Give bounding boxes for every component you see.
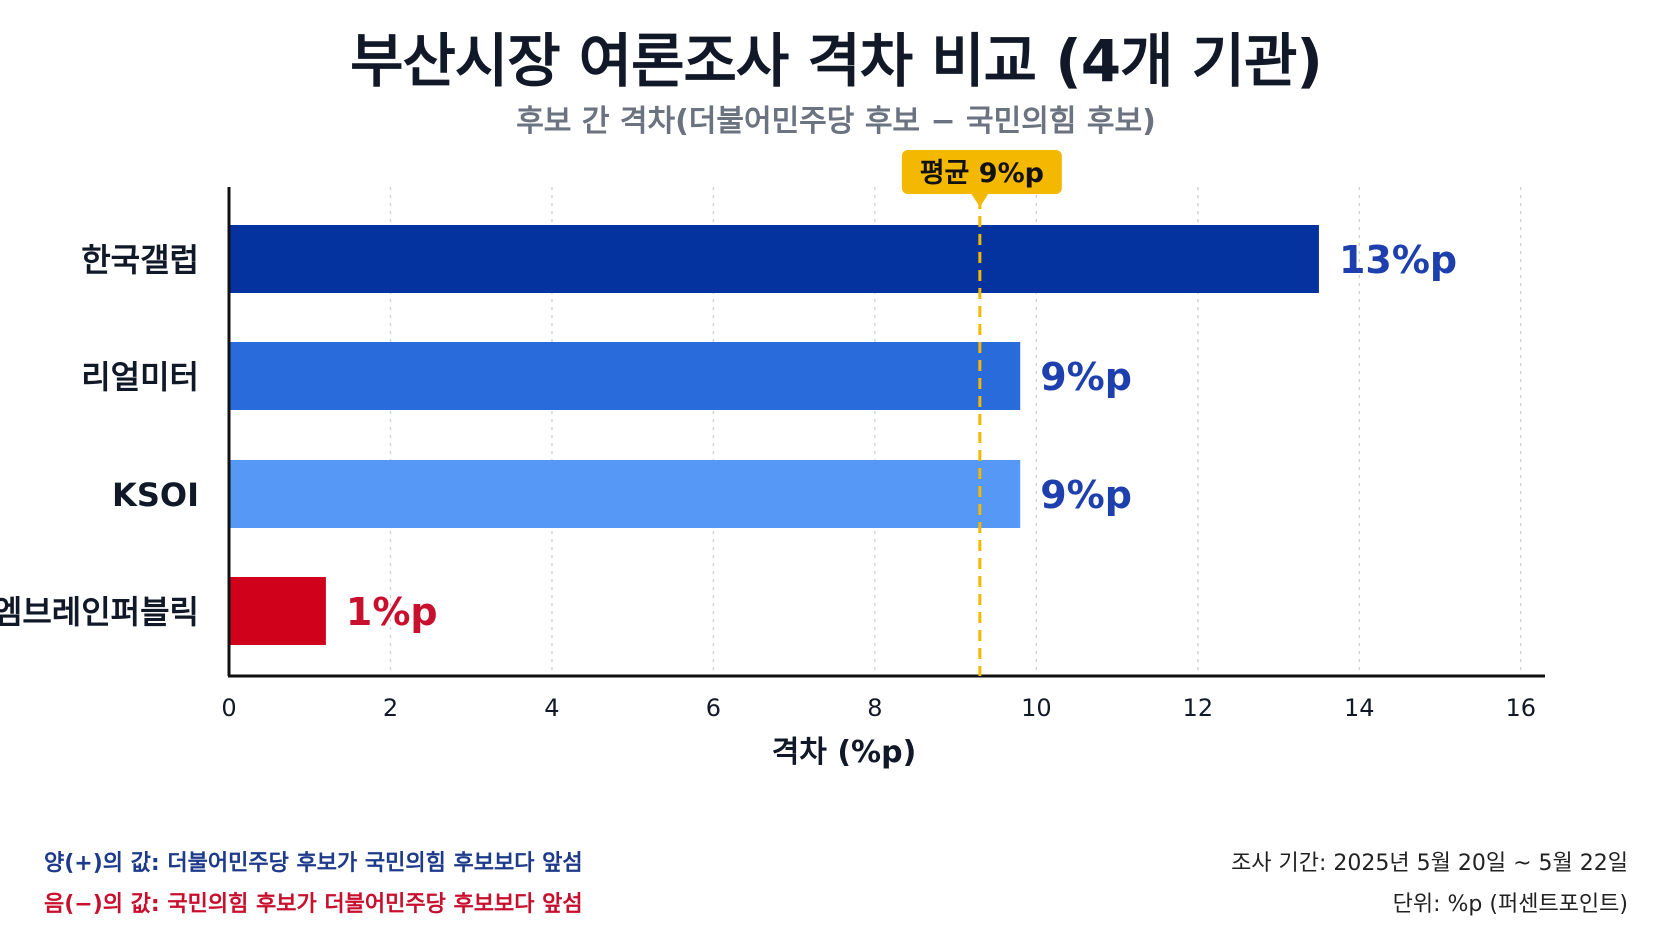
category-label: KSOI bbox=[112, 476, 199, 514]
x-tick-label: 10 bbox=[1021, 694, 1052, 722]
bar bbox=[229, 342, 1021, 410]
average-label: 평균 9%p bbox=[920, 158, 1044, 189]
bars: 13%p 9%p 9%p 1%p bbox=[229, 225, 1457, 645]
x-tick-label: 0 bbox=[221, 694, 236, 722]
positive-value-note: 양(+)의 값: 더불어민주당 후보가 국민의힘 후보보다 앞섬 bbox=[44, 851, 583, 876]
bar bbox=[229, 225, 1319, 293]
x-tick-label: 2 bbox=[383, 694, 398, 722]
average-badge bbox=[901, 150, 1062, 194]
category-label: 리얼미터 bbox=[81, 358, 199, 396]
bar bbox=[229, 577, 326, 645]
page-subtitle: 후보 간 격차(더불어민주당 후보 − 국민의힘 후보) bbox=[516, 104, 1156, 139]
x-tick-label: 16 bbox=[1506, 694, 1537, 722]
average-marker: 평균 9%p bbox=[901, 150, 1062, 676]
average-badge-pointer bbox=[970, 193, 989, 207]
page-title: 부산시장 여론조사 격차 비교 (4개 기관) bbox=[350, 27, 1323, 95]
value-label: 9%p bbox=[1040, 473, 1132, 517]
x-tick-label: 8 bbox=[867, 694, 882, 722]
category-label: 엠브레인퍼블릭 bbox=[0, 593, 199, 631]
category-label: 한국갤럽 bbox=[81, 241, 199, 279]
x-tick-label: 6 bbox=[706, 694, 721, 722]
x-tick-label: 12 bbox=[1183, 694, 1214, 722]
x-axis-title: 격차 (%p) bbox=[772, 735, 917, 770]
unit-note: 단위: %p (퍼센트포인트) bbox=[1392, 892, 1628, 917]
negative-value-note: 음(−)의 값: 국민의힘 후보가 더불어민주당 후보보다 앞섬 bbox=[44, 892, 583, 917]
value-label: 13%p bbox=[1339, 238, 1457, 282]
survey-period-note: 조사 기간: 2025년 5월 20일 ~ 5월 22일 bbox=[1231, 851, 1628, 876]
x-tick-label: 4 bbox=[544, 694, 559, 722]
x-tick-label: 14 bbox=[1344, 694, 1375, 722]
value-label: 1%p bbox=[346, 590, 438, 634]
bar bbox=[229, 460, 1021, 528]
value-label: 9%p bbox=[1040, 355, 1132, 399]
